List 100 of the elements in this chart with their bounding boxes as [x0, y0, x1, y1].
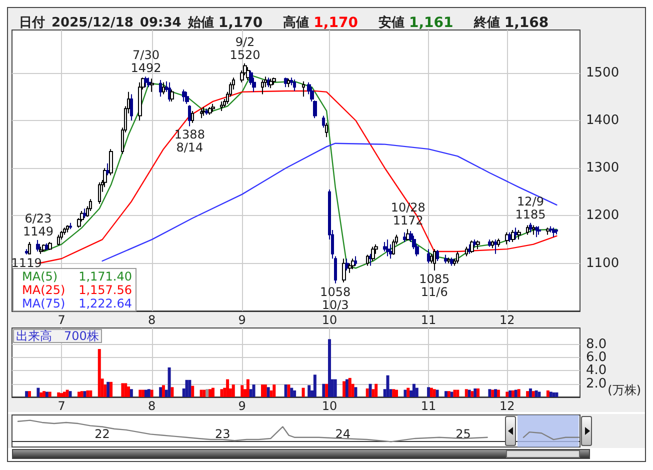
- bar: [206, 389, 209, 397]
- bar: [246, 379, 250, 397]
- candlestick: [69, 222, 72, 230]
- bar: [40, 392, 43, 397]
- bar: [42, 391, 46, 397]
- bar: [514, 390, 518, 397]
- candlestick: [494, 239, 497, 254]
- bar: [430, 388, 433, 397]
- bar: [517, 389, 520, 397]
- candlestick: [322, 115, 325, 128]
- candlestick: [208, 106, 212, 116]
- bar: [334, 379, 337, 397]
- annotation: 1058 10/3: [320, 284, 351, 312]
- x-tick-label: 23: [214, 427, 230, 441]
- bar: [66, 390, 69, 397]
- candlestick: [182, 89, 186, 102]
- candlestick: [371, 246, 375, 262]
- bar: [240, 385, 244, 397]
- candlestick: [130, 94, 133, 121]
- bar: [508, 390, 512, 397]
- bar: [506, 392, 509, 397]
- candlestick: [48, 241, 52, 251]
- bar: [322, 384, 326, 397]
- bar: [252, 384, 256, 397]
- bar: [232, 384, 235, 397]
- bar: [374, 384, 378, 397]
- bar: [144, 390, 148, 397]
- bar: [150, 390, 154, 397]
- annotation: 1,222.64: [78, 296, 132, 310]
- bar: [427, 387, 430, 397]
- candlestick: [272, 77, 276, 86]
- candlestick: [63, 227, 66, 236]
- bar: [444, 391, 448, 397]
- bar: [453, 390, 456, 397]
- candlestick: [491, 240, 494, 249]
- candlestick: [261, 80, 264, 95]
- bar: [62, 392, 66, 397]
- bar: [208, 389, 212, 397]
- y-tick-label: 8.0: [586, 336, 607, 352]
- annotation: 1119: [11, 256, 42, 270]
- bar: [36, 388, 40, 397]
- bar: [80, 391, 84, 397]
- candlestick: [450, 257, 454, 266]
- bar: [211, 388, 214, 397]
- candlestick: [162, 82, 165, 95]
- candlestick: [470, 240, 474, 254]
- bar: [345, 379, 348, 397]
- chart-title: 出来高 700株: [16, 329, 99, 343]
- y-tick-label: 6.0: [586, 350, 607, 366]
- bar: [308, 385, 311, 397]
- annotation: 7/30 1492: [130, 48, 162, 76]
- candlestick: [505, 232, 509, 245]
- bar: [538, 392, 541, 397]
- text: MA(75): [22, 296, 66, 310]
- x-tick-label: 10: [322, 313, 338, 327]
- x-tick-label: 11: [420, 313, 436, 327]
- bar: [168, 367, 171, 397]
- bar: [127, 386, 130, 397]
- x-tick-label: 25: [456, 427, 471, 441]
- bar: [404, 390, 407, 397]
- bar: [159, 387, 162, 397]
- bar: [220, 389, 224, 397]
- candlestick: [436, 250, 439, 262]
- bar: [328, 339, 331, 397]
- candlestick: [369, 253, 372, 266]
- x-tick-label: 11: [420, 399, 436, 413]
- candlestick: [103, 168, 107, 188]
- annotation: 1,171.40: [78, 270, 132, 284]
- candlestick: [511, 230, 515, 242]
- y-tick-label: 4.0: [586, 363, 607, 378]
- bar: [532, 391, 535, 397]
- candlestick: [293, 79, 296, 92]
- chart-title: 日付 2025/12/18 09:34 始値 1,170 高値 1,170 安値 1,161 終値 1,168: [19, 15, 549, 31]
- bar: [474, 388, 477, 397]
- candlestick: [185, 91, 189, 104]
- bar: [386, 375, 390, 397]
- candlestick: [205, 108, 209, 116]
- annotation: 1,157.56: [78, 283, 132, 297]
- candlestick: [529, 222, 532, 233]
- candlestick: [497, 238, 500, 248]
- bar: [436, 390, 439, 397]
- x-tick-label: 12: [500, 399, 515, 413]
- y-tick-label: 1100: [586, 256, 620, 271]
- bar: [488, 389, 492, 397]
- candlestick: [403, 232, 407, 242]
- y-tick-label: 2.0: [586, 376, 607, 392]
- bar: [124, 383, 128, 397]
- candlestick: [549, 226, 553, 233]
- bar: [555, 392, 558, 397]
- x-tick-label: 10: [322, 399, 338, 413]
- candlestick: [267, 77, 270, 88]
- bar: [170, 387, 174, 397]
- x-tick-label: 8: [148, 313, 156, 327]
- bar: [302, 388, 305, 397]
- candlestick: [532, 224, 535, 236]
- y-tick-label: 1300: [586, 160, 620, 176]
- bar: [25, 391, 28, 397]
- annotation: 12/9 1185: [515, 194, 546, 222]
- bar: [77, 392, 80, 397]
- candlestick: [191, 110, 194, 124]
